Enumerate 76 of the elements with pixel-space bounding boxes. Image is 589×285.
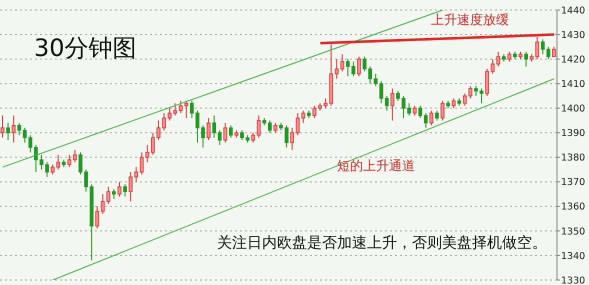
candlestick bbox=[228, 124, 233, 138]
candlestick bbox=[251, 132, 256, 144]
candlestick bbox=[435, 110, 439, 121]
candlestick bbox=[374, 73, 378, 87]
y-tick-label: 1410 bbox=[561, 79, 586, 90]
candlestick bbox=[56, 154, 60, 170]
candlestick bbox=[424, 112, 428, 128]
candlestick bbox=[134, 166, 138, 182]
candlestick bbox=[118, 181, 122, 198]
candlestick bbox=[535, 36, 540, 60]
candlestick bbox=[379, 80, 384, 104]
y-tick-label: 1370 bbox=[561, 177, 586, 188]
y-tick-label: 1400 bbox=[561, 104, 586, 115]
candlestick bbox=[218, 130, 222, 146]
candlestick bbox=[178, 100, 183, 114]
candlestick bbox=[507, 51, 512, 62]
candlestick bbox=[440, 100, 444, 121]
candlestick bbox=[496, 51, 500, 67]
candlestick bbox=[490, 58, 495, 74]
y-tick-label: 1340 bbox=[561, 250, 586, 262]
candlestick bbox=[352, 61, 356, 77]
candlestick bbox=[12, 115, 16, 144]
candlestick bbox=[73, 149, 77, 163]
annotation: 上升速度放缓 bbox=[431, 12, 509, 29]
candlestick bbox=[112, 188, 116, 200]
candlestick bbox=[418, 105, 422, 118]
candlestick bbox=[429, 110, 434, 126]
candlestick bbox=[128, 172, 133, 202]
candlestick bbox=[334, 58, 339, 80]
candlestick bbox=[290, 127, 294, 150]
y-tick-label: 1440 bbox=[561, 5, 586, 16]
candlestick bbox=[468, 86, 472, 99]
candlestick bbox=[145, 144, 150, 163]
candlestick bbox=[346, 58, 350, 77]
y-tick-label: 1430 bbox=[561, 30, 586, 41]
candlestick bbox=[67, 154, 72, 168]
candlestick bbox=[274, 122, 278, 134]
candlestick bbox=[6, 122, 10, 141]
candlestick bbox=[206, 118, 210, 141]
candlestick bbox=[296, 112, 300, 136]
candlestick bbox=[123, 184, 127, 198]
candlestick bbox=[384, 95, 389, 112]
candlestick bbox=[212, 115, 216, 138]
y-tick-label: 1420 bbox=[561, 54, 586, 66]
candlestick bbox=[268, 120, 272, 134]
y-tick-label: 1360 bbox=[561, 202, 586, 213]
candlestick bbox=[95, 206, 100, 229]
candlestick bbox=[256, 115, 261, 138]
text: 30分钟图 bbox=[34, 33, 137, 64]
candlestick bbox=[412, 105, 417, 116]
candlestick bbox=[540, 38, 545, 55]
candlestick bbox=[106, 186, 110, 204]
candlestick bbox=[357, 56, 361, 77]
candlestick bbox=[50, 164, 55, 175]
y-tick-label: 1390 bbox=[561, 128, 586, 140]
annotation: 关注日内欧盘是否加速上升，否则美盘择机做空。 bbox=[217, 234, 547, 252]
candlestick bbox=[452, 98, 456, 109]
candlestick bbox=[390, 88, 394, 121]
candlestick bbox=[223, 122, 228, 144]
candlestick bbox=[0, 115, 4, 138]
candlestick bbox=[173, 102, 178, 116]
y-tick-label: 1380 bbox=[561, 152, 586, 164]
candlestick bbox=[301, 110, 306, 124]
candlestick bbox=[17, 122, 22, 136]
candlestick bbox=[140, 152, 144, 175]
candlestick bbox=[546, 46, 550, 60]
candlestick bbox=[100, 194, 105, 214]
candlestick bbox=[524, 51, 528, 67]
candlestick bbox=[462, 92, 467, 106]
candlestick bbox=[552, 46, 556, 58]
annotation: 短的上升通道 bbox=[337, 158, 415, 175]
candlestick bbox=[22, 127, 27, 144]
y-tick-label: 1350 bbox=[561, 226, 586, 238]
candlestick bbox=[340, 54, 344, 72]
candlestick bbox=[485, 68, 489, 96]
y-tick-label: 1330 bbox=[561, 275, 586, 285]
